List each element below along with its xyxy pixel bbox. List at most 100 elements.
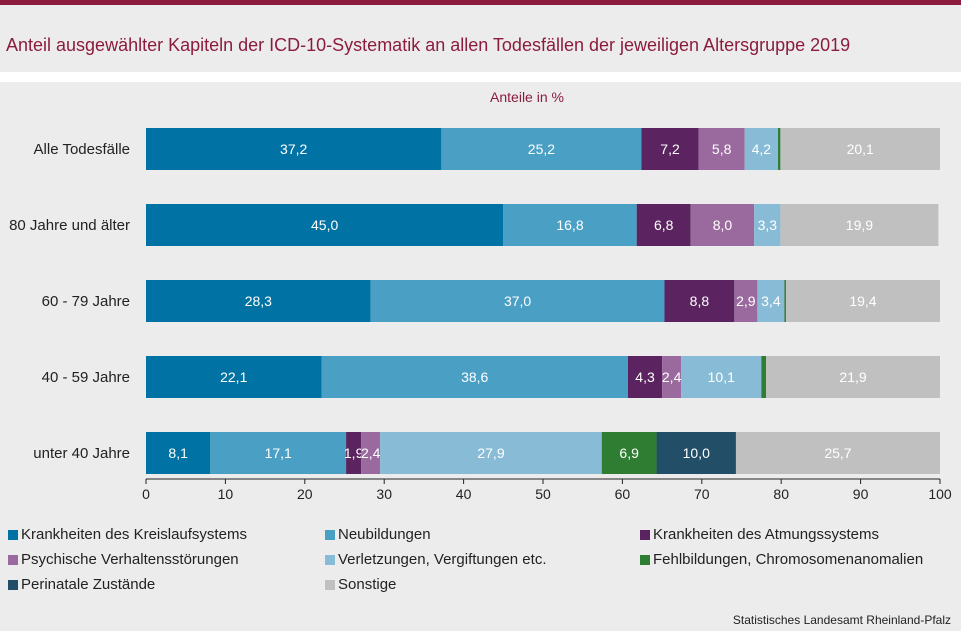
bar-segment (146, 128, 442, 170)
accent-bar (0, 0, 961, 5)
data-label: 37,2 (280, 141, 307, 157)
data-label: 10,1 (708, 369, 735, 385)
bar-segment (370, 280, 665, 322)
bar-segment (754, 204, 781, 246)
x-tick-label: 20 (297, 486, 313, 502)
legend-label: Psychische Verhaltensstörungen (21, 551, 239, 568)
data-label: 19,4 (849, 293, 876, 309)
bar-segment (210, 432, 347, 474)
legend-label: Perinatale Zustände (21, 576, 156, 593)
legend-item: Neubildungen (325, 526, 431, 543)
data-label: 17,1 (265, 445, 292, 461)
data-label: 6,8 (654, 217, 674, 233)
data-label: 45,0 (311, 217, 338, 233)
legend-swatch (325, 579, 335, 590)
data-label: 4,3 (635, 369, 655, 385)
bar-segment (146, 280, 371, 322)
data-label: 5,8 (712, 141, 732, 157)
legend-label: Verletzungen, Vergiftungen etc. (338, 551, 547, 568)
legend-label: Sonstige (338, 576, 397, 593)
data-label: 3,4 (761, 293, 781, 309)
bar-segment (757, 280, 785, 322)
data-label: 20,1 (847, 141, 874, 157)
bar-segment (735, 432, 940, 474)
bar-segment (780, 128, 940, 170)
bar-segment (146, 204, 504, 246)
legend-item: Krankheiten des Kreislaufsystems (8, 526, 247, 543)
legend-swatch (8, 579, 18, 590)
category-label: 80 Jahre und älter (9, 217, 130, 234)
data-label: 21,9 (839, 369, 866, 385)
category-label: Alle Todesfälle (34, 141, 130, 158)
bar-segment (146, 356, 322, 398)
data-label: 2,4 (361, 445, 381, 461)
bar-segment (778, 128, 781, 170)
bar-segment (690, 204, 755, 246)
separator (0, 72, 961, 82)
bar-segment (766, 356, 940, 398)
data-label: 25,2 (528, 141, 555, 157)
x-tick-label: 80 (773, 486, 789, 502)
chart-header: Anteil ausgewählter Kapiteln der ICD-10-… (0, 5, 961, 72)
legend-item: Psychische Verhaltensstörungen (8, 551, 239, 568)
data-label: 2,9 (736, 293, 756, 309)
bar-segment (656, 432, 736, 474)
data-label: 6,9 (619, 445, 639, 461)
legend-label: Fehlbildungen, Chromosomenanomalien (653, 551, 924, 568)
bar-segment (780, 204, 939, 246)
x-tick-label: 30 (376, 486, 392, 502)
bar-segment (734, 280, 758, 322)
legend-label: Krankheiten des Kreislaufsystems (21, 526, 247, 543)
bar-segment (627, 356, 663, 398)
bar-segment (784, 280, 786, 322)
data-label: 8,1 (168, 445, 188, 461)
data-label: 37,0 (504, 293, 531, 309)
bar-segment (321, 356, 628, 398)
data-label: 22,1 (220, 369, 247, 385)
data-label: 25,7 (824, 445, 851, 461)
legend-item: Perinatale Zustände (8, 576, 155, 593)
bar-segment (503, 204, 637, 246)
data-label: 16,8 (556, 217, 583, 233)
category-label: unter 40 Jahre (33, 445, 130, 462)
legend-item: Fehlbildungen, Chromosomenanomalien (640, 551, 923, 568)
data-label: 2,4 (662, 369, 682, 385)
data-label: 8,0 (713, 217, 733, 233)
x-tick-label: 100 (928, 486, 952, 502)
bar-segment (744, 128, 779, 170)
bar-segment (761, 356, 767, 398)
legend-item: Sonstige (325, 576, 396, 593)
data-label: 3,3 (758, 217, 778, 233)
data-label: 4,2 (752, 141, 772, 157)
x-tick-label: 0 (142, 486, 150, 502)
legend-swatch (640, 529, 650, 540)
data-label: 27,9 (477, 445, 504, 461)
category-label: 60 - 79 Jahre (42, 293, 130, 310)
bar-segment (664, 280, 735, 322)
bar-segment (785, 280, 940, 322)
bar-segment (346, 432, 362, 474)
data-label: 28,3 (245, 293, 272, 309)
bar-segment (361, 432, 381, 474)
data-label: 1,9 (344, 445, 364, 461)
bar-segment (146, 432, 211, 474)
legend-swatch (8, 554, 18, 565)
data-label: 8,8 (690, 293, 710, 309)
bar-segment (380, 432, 602, 474)
source-note: Statistisches Landesamt Rheinland-Pfalz (732, 613, 951, 627)
x-tick-label: 50 (535, 486, 551, 502)
legend-swatch (325, 554, 335, 565)
bar-segment (441, 128, 642, 170)
x-tick-label: 60 (615, 486, 631, 502)
legend-swatch (325, 529, 335, 540)
bar-segment (698, 128, 745, 170)
chart-panel: Anteile in % Alle Todesfälle 37,2 25,2 7,2 5,… (0, 82, 961, 631)
bar-segment (636, 204, 691, 246)
x-tick-label: 90 (853, 486, 869, 502)
data-label: 38,6 (461, 369, 488, 385)
bar-segment (681, 356, 762, 398)
legend-item: Verletzungen, Vergiftungen etc. (325, 551, 546, 568)
bar-segment (662, 356, 682, 398)
x-tick-label: 40 (456, 486, 472, 502)
data-label: 10,0 (683, 445, 710, 461)
